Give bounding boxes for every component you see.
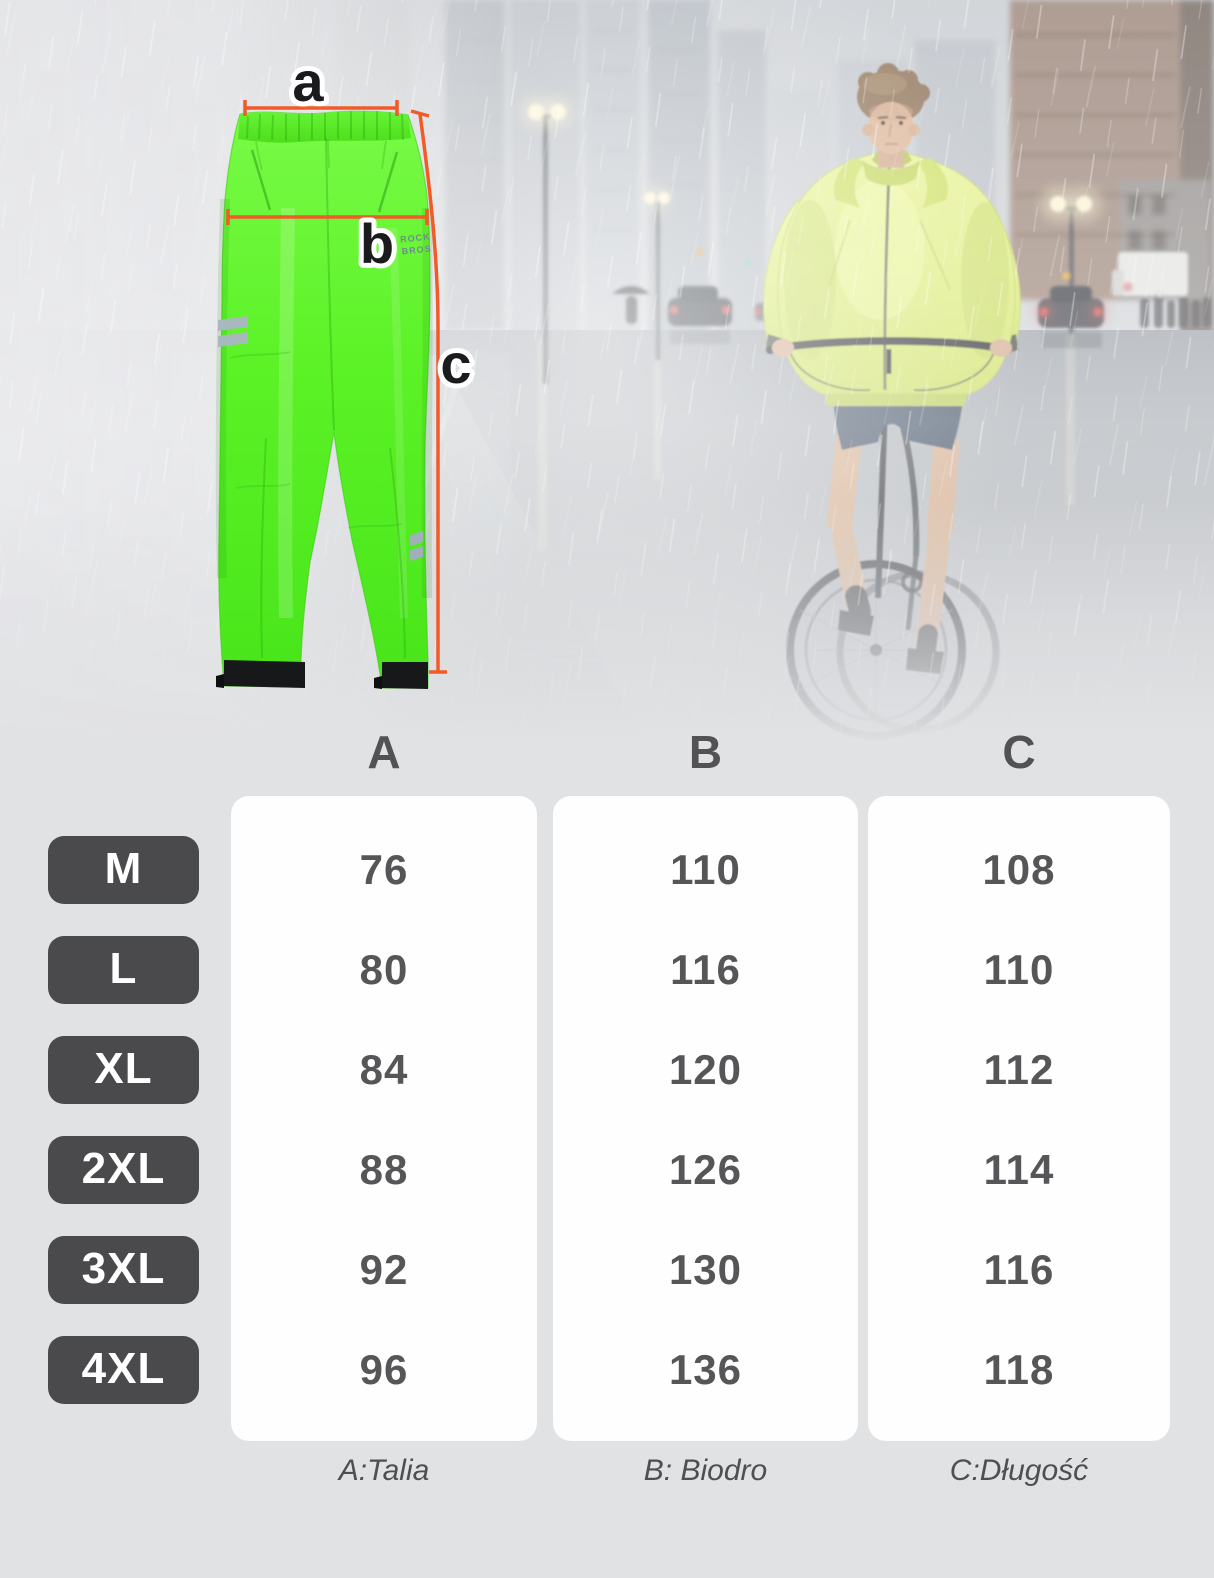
brand-line2: BROS — [401, 243, 432, 256]
cell-m-c: 108 — [982, 846, 1056, 893]
size-badge-xl: XL — [48, 1036, 199, 1104]
size-badge-2xl: 2XL — [48, 1136, 199, 1204]
cell-m-b: 110 — [670, 846, 741, 893]
pocket — [377, 151, 399, 213]
measure-label-c: c — [440, 332, 471, 395]
cell-xl-c: 112 — [983, 1046, 1055, 1093]
cell-l-c: 110 — [983, 946, 1055, 993]
elastic-waistband — [238, 111, 411, 143]
column-header-c: C — [1002, 726, 1036, 778]
photo-bottom-fade — [0, 500, 1214, 780]
cell-l-b: 116 — [670, 946, 741, 993]
size-badge-4xl: 4XL — [48, 1336, 199, 1404]
cell-xl-b: 120 — [668, 1046, 743, 1093]
column-panel-c — [868, 796, 1170, 1441]
measure-line-a — [243, 100, 399, 116]
product-pants-diagram: ROCK BROS a b c — [215, 58, 477, 689]
cell-2xl-b: 126 — [668, 1146, 743, 1193]
brand-logo: ROCK BROS — [400, 231, 432, 256]
legend-waist: A:Talia — [338, 1454, 430, 1487]
cell-l-a: 80 — [359, 946, 409, 993]
column-header-a: A — [367, 726, 401, 778]
brand-line1: ROCK — [400, 231, 431, 244]
measure-line-c — [410, 109, 447, 674]
cell-xl-a: 84 — [359, 1046, 409, 1093]
cell-3xl-b: 130 — [668, 1246, 743, 1293]
cell-m-a: 76 — [359, 846, 409, 893]
size-badge-m: M — [48, 836, 199, 904]
reflective-stripes — [218, 316, 423, 561]
pocket — [250, 149, 272, 211]
legend-hip: B: Biodro — [643, 1454, 768, 1487]
measure-label-a: a — [292, 58, 324, 113]
measure-label-b: b — [360, 212, 394, 275]
column-header-b: B — [688, 726, 723, 778]
cell-2xl-a: 88 — [359, 1146, 409, 1193]
cell-4xl-c: 118 — [983, 1346, 1055, 1393]
rain-pants-product: ROCK BROS — [215, 110, 433, 689]
size-badge-l: L — [48, 936, 199, 1004]
cell-4xl-b: 136 — [668, 1346, 743, 1393]
column-panel-b — [553, 796, 858, 1441]
size-badge-3xl: 3XL — [48, 1236, 199, 1304]
legend-length: C:Długość — [949, 1454, 1089, 1487]
cell-3xl-c: 116 — [983, 1246, 1055, 1293]
column-panel-a — [231, 796, 537, 1441]
measure-line-b — [226, 209, 429, 225]
cell-4xl-a: 96 — [359, 1346, 409, 1393]
cell-2xl-c: 114 — [983, 1146, 1055, 1193]
cell-3xl-a: 92 — [359, 1246, 409, 1293]
ankle-cuffs — [216, 660, 428, 689]
